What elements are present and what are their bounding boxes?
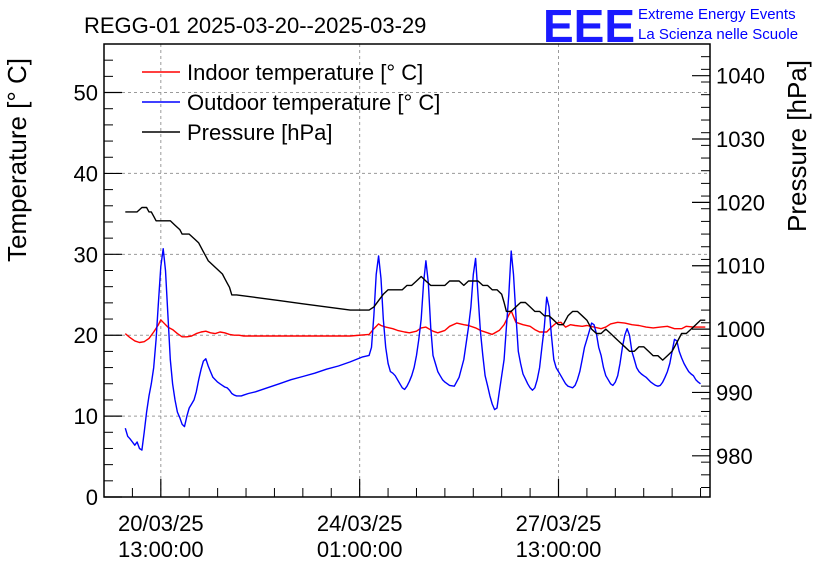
y-tick-label: 50 (74, 81, 98, 106)
y2-tick-label: 1000 (716, 317, 765, 342)
chart-title: REGG-01 2025-03-20--2025-03-29 (84, 13, 426, 38)
x-tick-label-date: 20/03/25 (118, 511, 204, 536)
y-tick-label: 10 (74, 404, 98, 429)
y2-axis-label: Pressure [hPa] (782, 60, 812, 232)
y-tick-label: 20 (74, 323, 98, 348)
y-axis-label: Temperature [° C] (2, 58, 32, 262)
y2-tick-label: 990 (716, 380, 753, 405)
series-layer (124, 206, 706, 451)
x-tick-label-time: 13:00:00 (118, 537, 204, 562)
y2-tick-label: 1020 (716, 190, 765, 215)
grid-layer (104, 44, 710, 497)
legend-label-indoor: Indoor temperature [° C] (187, 60, 423, 85)
eee-logo: EEE Extreme Energy Events La Scienza nel… (543, 0, 798, 52)
axis-layer: 010203040509809901000101010201030104020/… (74, 43, 765, 562)
y2-tick-label: 980 (716, 444, 753, 469)
series-pressure (125, 206, 706, 361)
x-tick-label-time: 13:00:00 (516, 537, 602, 562)
legend-label-pressure: Pressure [hPa] (187, 120, 333, 145)
y2-tick-label: 1030 (716, 127, 765, 152)
x-tick-label-date: 27/03/25 (516, 511, 602, 536)
legend: Indoor temperature [° C] Outdoor tempera… (142, 60, 440, 145)
y-tick-label: 40 (74, 161, 98, 186)
brand-line-1: Extreme Energy Events (638, 6, 796, 23)
y2-tick-label: 1040 (716, 64, 765, 89)
x-tick-label-date: 24/03/25 (317, 511, 403, 536)
brand-line-2: La Scienza nelle Scuole (638, 26, 798, 43)
series-indoor-temperature (124, 310, 706, 344)
y2-tick-label: 1010 (716, 254, 765, 279)
y-tick-label: 0 (86, 485, 98, 510)
x-tick-label-time: 01:00:00 (317, 537, 403, 562)
legend-label-outdoor: Outdoor temperature [° C] (187, 90, 440, 115)
eee-logo-mark: EEE (543, 0, 635, 52)
y-tick-label: 30 (74, 242, 98, 267)
